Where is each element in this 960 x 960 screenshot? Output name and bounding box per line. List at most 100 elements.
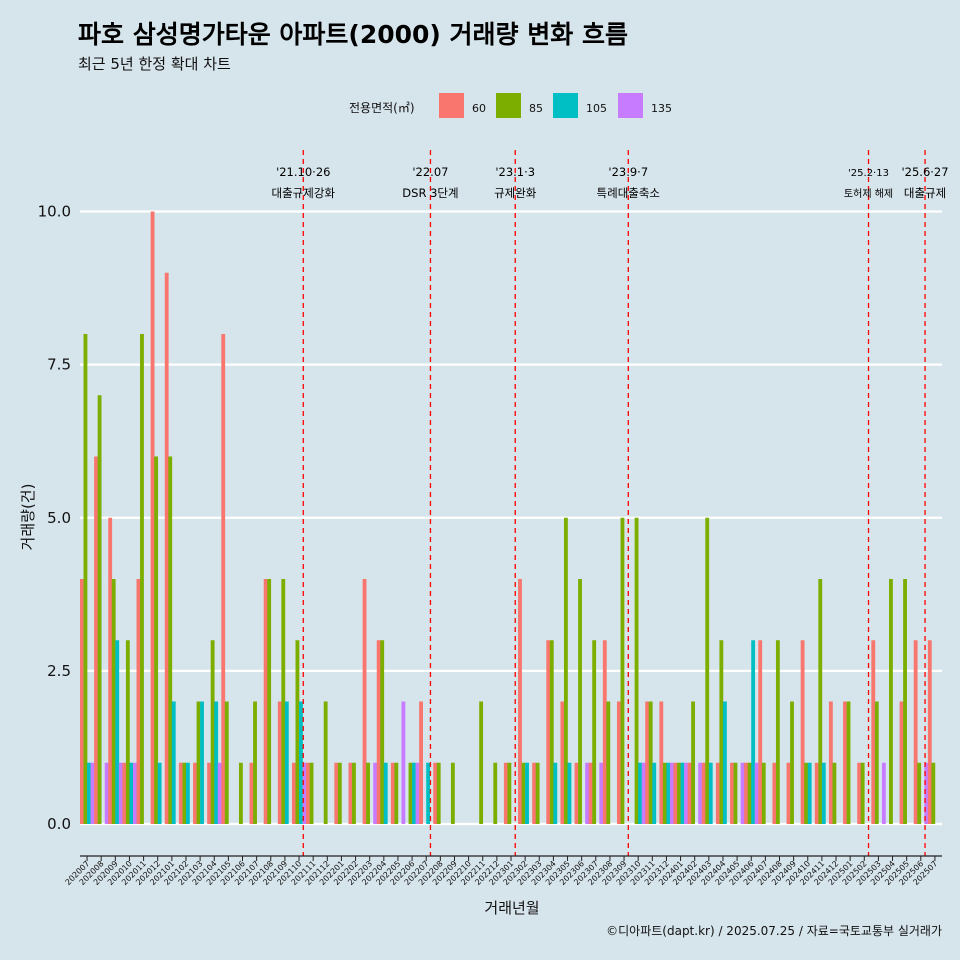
- annotation-text: 특례대출축소: [597, 186, 660, 200]
- chart-title: 파호 삼성명가타운 아파트(2000) 거래량 변화 흐름: [78, 20, 628, 49]
- bar-202302-85: [521, 762, 526, 824]
- bar-202412-85: [832, 762, 837, 824]
- bar-202103-85: [196, 701, 201, 824]
- bar-202106-85: [238, 762, 243, 824]
- bar-202305-85: [563, 517, 568, 824]
- bar-202008-85: [97, 395, 102, 824]
- bar-202503-60: [871, 640, 876, 824]
- bar-202307-60: [588, 762, 593, 824]
- bar-202501-85: [846, 701, 851, 824]
- bar-202206-105: [412, 762, 416, 824]
- bar-202311-60: [645, 701, 650, 824]
- bar-202112-85: [323, 701, 328, 824]
- legend-label-60: 60: [472, 102, 486, 115]
- bar-202406-60: [744, 762, 748, 824]
- bar-202411-60: [814, 762, 819, 824]
- bar-202203-60: [362, 579, 367, 824]
- bar-202105-60: [221, 334, 226, 824]
- annotation-date: '25.6·27: [902, 165, 949, 179]
- bar-202205-135: [401, 701, 406, 824]
- bar-202111-85: [309, 762, 314, 824]
- annotation-text: DSR 3단계: [402, 186, 458, 200]
- bar-202306-135: [585, 762, 590, 824]
- bar-202201-85: [337, 762, 342, 824]
- bar-202110-85: [295, 640, 300, 824]
- bar-202205-60: [390, 762, 395, 824]
- y-axis: 0.0 2.5 5.0 7.5 10.0: [38, 203, 71, 834]
- bar-202309-85: [620, 517, 625, 824]
- bar-202102-105: [185, 762, 190, 824]
- bar-202410-85: [804, 762, 809, 824]
- bar-202409-85: [790, 701, 794, 824]
- bar-202304-105: [553, 762, 558, 824]
- bar-202007-60: [80, 579, 84, 824]
- annotation-date: '23.1·3: [495, 165, 535, 179]
- bar-202209-85: [450, 762, 455, 824]
- y-tick-label: 0.0: [47, 815, 71, 833]
- bar-202110-105: [299, 701, 303, 824]
- bar-202405-85: [733, 762, 738, 824]
- bar-202404-105: [722, 701, 727, 824]
- bar-202109-85: [281, 579, 286, 824]
- bar-202408-85: [775, 640, 780, 824]
- bar-202310-135: [641, 762, 646, 824]
- annotation-date: '25.2·13: [848, 168, 889, 179]
- bar-202308-60: [602, 640, 607, 824]
- bar-202503-85: [874, 701, 879, 824]
- bar-202505-85: [903, 579, 907, 824]
- bar-202110-135: [302, 762, 307, 824]
- bar-202404-85: [719, 640, 724, 824]
- bar-202405-135: [740, 762, 745, 824]
- chart-subtitle: 최근 5년 한정 확대 차트: [78, 55, 231, 73]
- legend-swatch-60: [439, 93, 464, 118]
- bar-202308-85: [606, 701, 611, 824]
- bar-202111-60: [306, 762, 310, 824]
- bar-202108-85: [267, 579, 272, 824]
- bar-202208-85: [436, 762, 441, 824]
- bar-202401-135: [684, 762, 688, 824]
- bar-202507-60: [927, 640, 932, 824]
- bar-202101-105: [171, 701, 176, 824]
- bar-202109-105: [284, 701, 289, 824]
- bar-202008-60: [94, 456, 98, 824]
- bar-202109-60: [277, 701, 282, 824]
- bar-202212-85: [493, 762, 498, 824]
- bar-202404-60: [715, 762, 720, 824]
- bar-202207-60: [419, 701, 423, 824]
- bar-202304-85: [549, 640, 554, 824]
- bar-202507-85: [931, 762, 936, 824]
- bar-202406-135: [754, 762, 759, 824]
- annotation-date: '23.9·7: [608, 165, 648, 179]
- bar-202410-60: [800, 640, 805, 824]
- bar-202309-60: [616, 701, 621, 824]
- bar-202406-105: [751, 640, 756, 824]
- bar-202307-85: [592, 640, 597, 824]
- bar-202303-85: [535, 762, 540, 824]
- bar-202506-60: [913, 640, 918, 824]
- bar-202107-60: [249, 762, 254, 824]
- bar-202401-60: [673, 762, 678, 824]
- bar-202312-105: [666, 762, 671, 824]
- bar-202104-135: [217, 762, 222, 824]
- bar-202301-85: [507, 762, 512, 824]
- bar-202303-60: [532, 762, 537, 824]
- bar-202501-60: [843, 701, 847, 824]
- bar-202010-135: [132, 762, 137, 824]
- bar-202411-85: [818, 579, 823, 824]
- bars: [80, 211, 936, 824]
- grid: [80, 210, 942, 826]
- bar-202402-135: [698, 762, 703, 824]
- bar-202007-85: [83, 334, 88, 824]
- bar-202007-135: [90, 762, 95, 824]
- bar-202201-60: [334, 762, 339, 824]
- legend-label-105: 105: [586, 102, 607, 115]
- bar-202306-85: [578, 579, 582, 824]
- bar-202206-135: [415, 762, 420, 824]
- bar-202307-135: [599, 762, 604, 824]
- bar-202403-105: [708, 762, 713, 824]
- bar-202403-60: [701, 762, 706, 824]
- bar-202204-105: [383, 762, 388, 824]
- annotation-date: '21.10·26: [276, 165, 330, 179]
- bar-202310-105: [638, 762, 643, 824]
